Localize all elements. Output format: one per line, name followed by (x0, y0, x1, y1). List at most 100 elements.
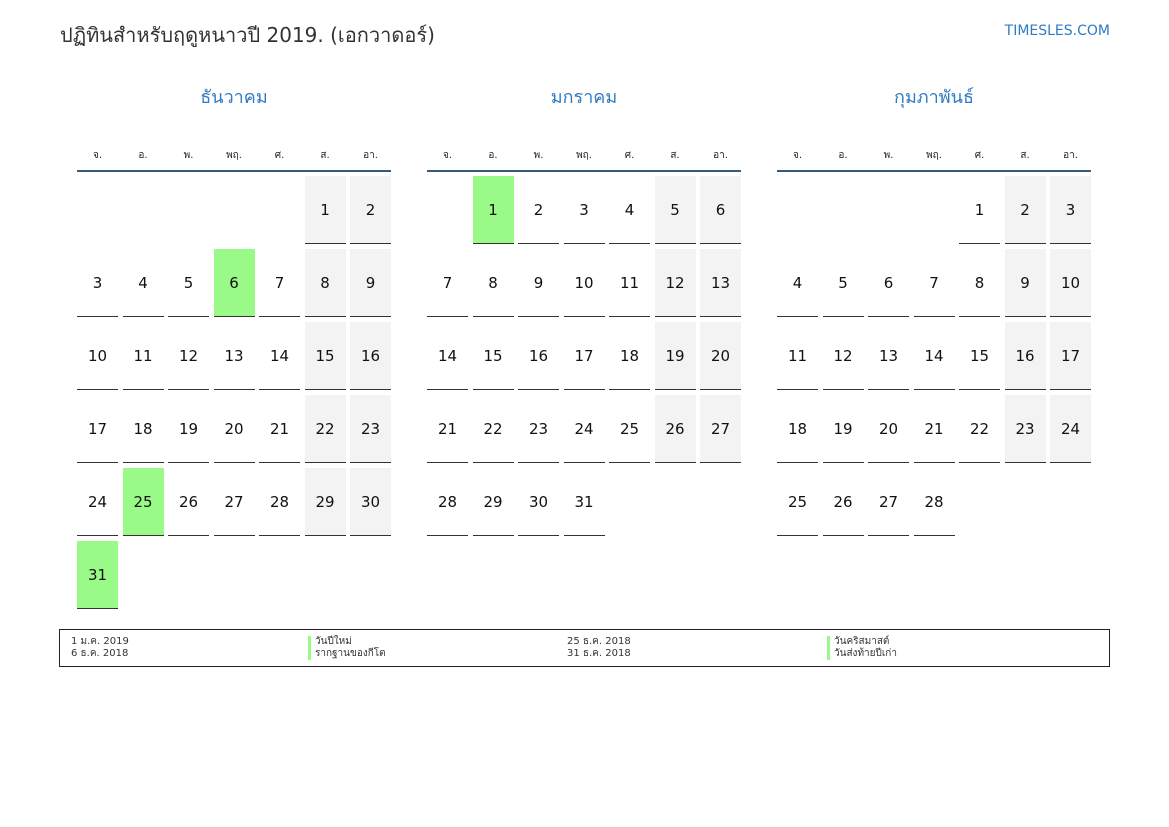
day-cell[interactable]: 15 (304, 322, 346, 390)
day-cell[interactable]: 12 (654, 249, 696, 317)
day-cell[interactable]: 10 (563, 249, 605, 317)
day-cell[interactable]: 18 (122, 395, 164, 463)
day-cell[interactable]: 10 (77, 322, 118, 390)
day-cell[interactable]: 6 (868, 249, 909, 317)
day-cell[interactable]: 24 (1050, 395, 1091, 463)
day-cell[interactable]: 7 (913, 249, 955, 317)
day-cell[interactable]: 4 (609, 176, 650, 244)
weekday-header: จ. อ. พ. พฤ. ศ. ส. อา. (77, 110, 391, 172)
day-cell[interactable]: 23 (1004, 395, 1046, 463)
day-cell[interactable]: 22 (472, 395, 514, 463)
day-cell[interactable]: 21 (913, 395, 955, 463)
day-cell[interactable]: 12 (168, 322, 209, 390)
day-cell[interactable]: 17 (77, 395, 118, 463)
day-cell[interactable]: 9 (518, 249, 559, 317)
day-cell[interactable]: 1 (304, 176, 346, 244)
day-cell[interactable]: 27 (700, 395, 741, 463)
day-cell[interactable]: 27 (213, 468, 255, 536)
day-cell[interactable]: 9 (350, 249, 391, 317)
day-cell[interactable]: 14 (259, 322, 300, 390)
day-cell[interactable]: 3 (77, 249, 118, 317)
day-cell[interactable]: 25 (777, 468, 818, 536)
weekday-header: จ. อ. พ. พฤ. ศ. ส. อา. (777, 110, 1091, 172)
weekday-label: จ. (792, 150, 803, 161)
day-cell[interactable]: 23 (518, 395, 559, 463)
day-cell[interactable]: 26 (654, 395, 696, 463)
day-cell[interactable]: 8 (959, 249, 1000, 317)
day-cell[interactable]: 19 (168, 395, 209, 463)
day-cell[interactable]: 11 (609, 249, 650, 317)
day-cell[interactable]: 6 (700, 176, 741, 244)
day-cell[interactable]: 13 (868, 322, 909, 390)
day-cell[interactable]: 4 (122, 249, 164, 317)
day-cell[interactable]: 18 (777, 395, 818, 463)
day-cell[interactable]: 24 (563, 395, 605, 463)
day-cell[interactable]: 23 (350, 395, 391, 463)
day-cell[interactable]: 13 (213, 322, 255, 390)
day-cell[interactable]: 16 (350, 322, 391, 390)
weekday-label: พ. (533, 150, 544, 161)
weekday-label: ส. (670, 150, 680, 161)
day-cell[interactable]: 25 (609, 395, 650, 463)
day-cell[interactable]: 2 (518, 176, 559, 244)
day-cell[interactable]: 9 (1004, 249, 1046, 317)
day-cell[interactable]: 17 (1050, 322, 1091, 390)
day-cell[interactable]: 15 (959, 322, 1000, 390)
day-cell[interactable]: 2 (1004, 176, 1046, 244)
day-cell[interactable]: 6 (213, 249, 255, 317)
day-cell[interactable]: 28 (913, 468, 955, 536)
day-cell[interactable]: 8 (472, 249, 514, 317)
day-cell[interactable]: 5 (168, 249, 209, 317)
day-cell[interactable]: 24 (77, 468, 118, 536)
day-cell[interactable]: 22 (959, 395, 1000, 463)
day-cell[interactable]: 2 (350, 176, 391, 244)
day-cell[interactable]: 14 (427, 322, 468, 390)
day-cell[interactable]: 26 (822, 468, 864, 536)
day-cell[interactable]: 11 (777, 322, 818, 390)
day-cell[interactable]: 5 (654, 176, 696, 244)
day-cell[interactable]: 3 (1050, 176, 1091, 244)
day-cell[interactable]: 18 (609, 322, 650, 390)
day-cell[interactable]: 17 (563, 322, 605, 390)
day-cell[interactable]: 8 (304, 249, 346, 317)
day-cell[interactable]: 5 (822, 249, 864, 317)
day-cell[interactable]: 25 (122, 468, 164, 536)
day-cell[interactable]: 3 (563, 176, 605, 244)
day-cell[interactable]: 30 (518, 468, 559, 536)
day-cell[interactable]: 7 (427, 249, 468, 317)
day-cell[interactable]: 4 (777, 249, 818, 317)
day-cell[interactable]: 28 (427, 468, 468, 536)
day-cell[interactable]: 19 (654, 322, 696, 390)
day-cell[interactable]: 12 (822, 322, 864, 390)
day-cell[interactable]: 16 (1004, 322, 1046, 390)
day-cell[interactable]: 11 (122, 322, 164, 390)
day-cell[interactable]: 21 (259, 395, 300, 463)
day-cell[interactable]: 22 (304, 395, 346, 463)
holiday-legend: 1 ม.ค. 2019 6 ธ.ค. 2018 วันปีใหม่ รากฐาน… (59, 629, 1110, 667)
day-cell[interactable]: 19 (822, 395, 864, 463)
day-cell[interactable]: 14 (913, 322, 955, 390)
day-cell[interactable]: 21 (427, 395, 468, 463)
day-cell[interactable]: 1 (959, 176, 1000, 244)
day-cell[interactable]: 30 (350, 468, 391, 536)
day-cell[interactable]: 15 (472, 322, 514, 390)
day-cell[interactable]: 29 (304, 468, 346, 536)
day-cell[interactable]: 13 (700, 249, 741, 317)
page-title: ปฏิทินสำหรับฤดูหนาวปี 2019. (เอกวาดอร์) (60, 23, 435, 47)
day-cell[interactable]: 20 (213, 395, 255, 463)
day-cell[interactable]: 31 (563, 468, 605, 536)
day-cell[interactable]: 1 (472, 176, 514, 244)
day-cell[interactable]: 20 (868, 395, 909, 463)
day-cell[interactable]: 27 (868, 468, 909, 536)
site-link[interactable]: TIMESLES.COM (1004, 23, 1110, 39)
day-cell[interactable]: 7 (259, 249, 300, 317)
weekday-label: อ. (488, 150, 498, 161)
day-cell[interactable]: 29 (472, 468, 514, 536)
day-cell[interactable]: 26 (168, 468, 209, 536)
day-cell[interactable]: 20 (700, 322, 741, 390)
day-cell[interactable]: 28 (259, 468, 300, 536)
day-cell[interactable]: 31 (77, 541, 118, 609)
day-cell[interactable]: 10 (1050, 249, 1091, 317)
day-cell[interactable]: 16 (518, 322, 559, 390)
